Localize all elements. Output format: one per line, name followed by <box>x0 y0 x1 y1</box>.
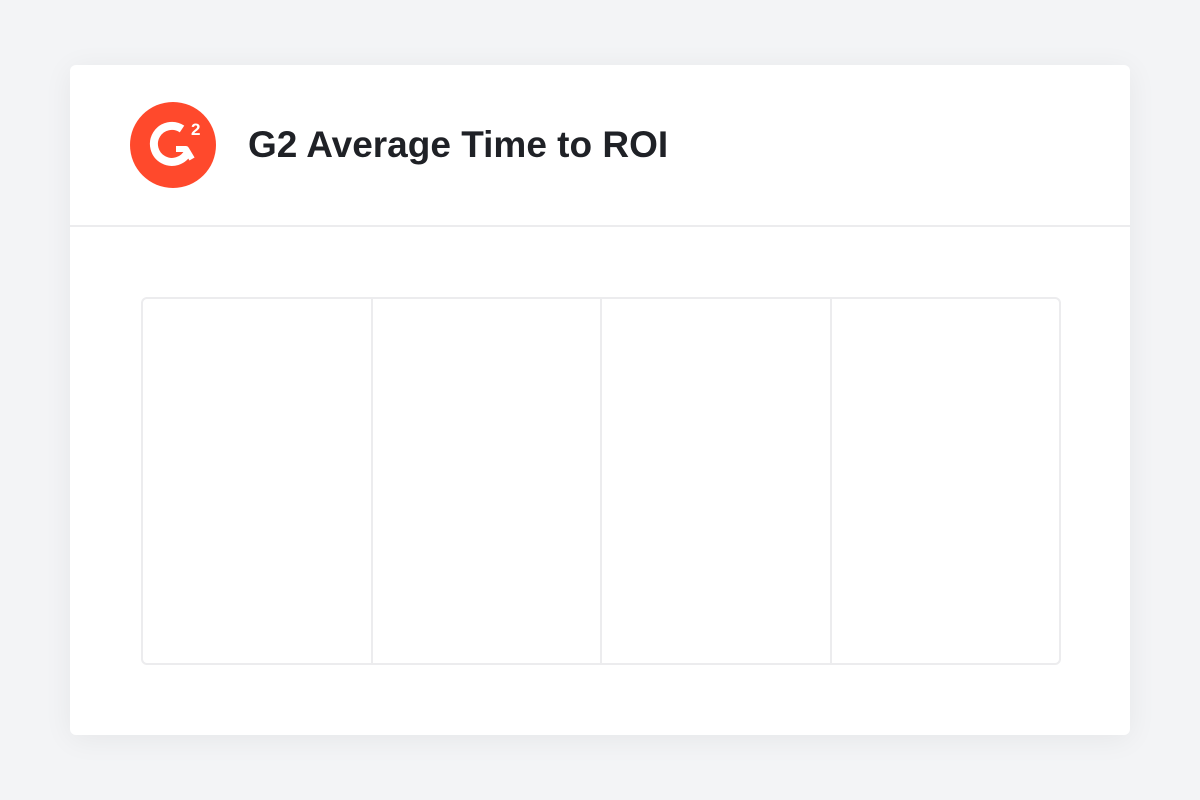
g2-logo-icon: 2 <box>130 102 216 188</box>
panel <box>832 299 1060 663</box>
panel <box>602 299 832 663</box>
svg-text:2: 2 <box>191 120 200 139</box>
panels-grid <box>141 297 1061 665</box>
panel <box>143 299 373 663</box>
panel <box>373 299 602 663</box>
roi-card: 2 G2 Average Time to ROI <box>70 65 1130 735</box>
card-header: 2 G2 Average Time to ROI <box>70 65 1130 227</box>
page-title: G2 Average Time to ROI <box>248 124 669 165</box>
